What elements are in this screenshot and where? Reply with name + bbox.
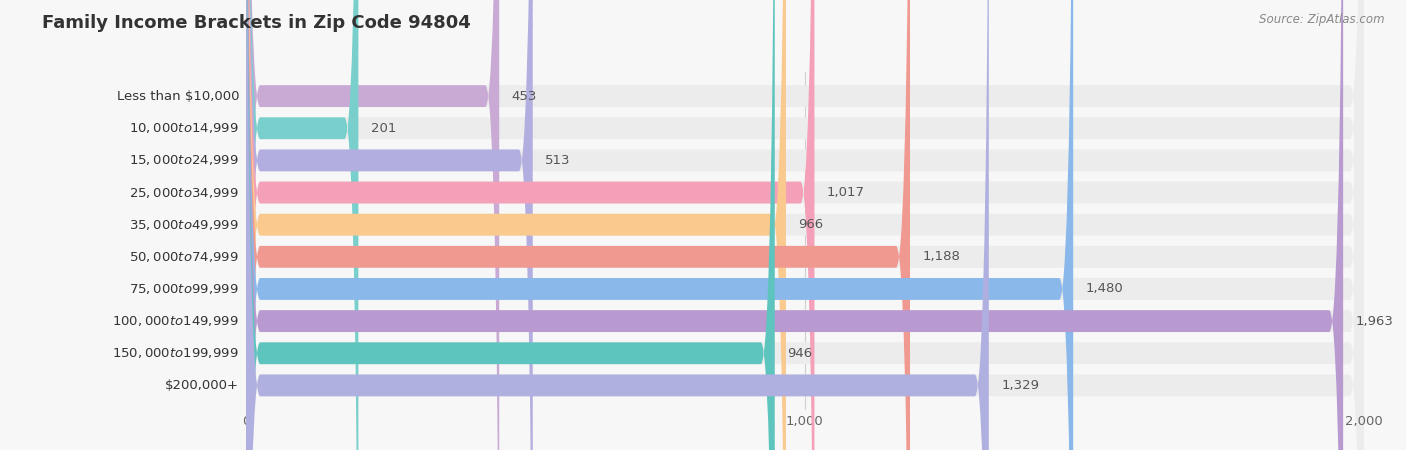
Text: 946: 946 xyxy=(787,347,813,360)
Text: 1,480: 1,480 xyxy=(1085,283,1123,296)
Text: 966: 966 xyxy=(799,218,824,231)
FancyBboxPatch shape xyxy=(246,0,814,450)
Text: 1,329: 1,329 xyxy=(1001,379,1039,392)
Text: 1,017: 1,017 xyxy=(827,186,865,199)
FancyBboxPatch shape xyxy=(246,0,910,450)
FancyBboxPatch shape xyxy=(246,0,533,450)
FancyBboxPatch shape xyxy=(246,0,1364,450)
Text: $150,000 to $199,999: $150,000 to $199,999 xyxy=(112,346,239,360)
Text: 513: 513 xyxy=(546,154,571,167)
Text: $75,000 to $99,999: $75,000 to $99,999 xyxy=(129,282,239,296)
FancyBboxPatch shape xyxy=(246,0,1364,450)
Text: $100,000 to $149,999: $100,000 to $149,999 xyxy=(112,314,239,328)
FancyBboxPatch shape xyxy=(246,0,1364,450)
FancyBboxPatch shape xyxy=(246,0,1364,450)
Text: 1,963: 1,963 xyxy=(1355,315,1393,328)
FancyBboxPatch shape xyxy=(246,0,786,450)
FancyBboxPatch shape xyxy=(246,0,1364,450)
FancyBboxPatch shape xyxy=(246,0,359,450)
Text: 1,188: 1,188 xyxy=(922,250,960,263)
Text: $15,000 to $24,999: $15,000 to $24,999 xyxy=(129,153,239,167)
FancyBboxPatch shape xyxy=(246,0,499,450)
Text: $200,000+: $200,000+ xyxy=(165,379,239,392)
Text: $50,000 to $74,999: $50,000 to $74,999 xyxy=(129,250,239,264)
FancyBboxPatch shape xyxy=(246,0,1073,450)
Text: Family Income Brackets in Zip Code 94804: Family Income Brackets in Zip Code 94804 xyxy=(42,14,471,32)
FancyBboxPatch shape xyxy=(246,0,1364,450)
FancyBboxPatch shape xyxy=(246,0,1364,450)
FancyBboxPatch shape xyxy=(246,0,988,450)
Text: Less than $10,000: Less than $10,000 xyxy=(117,90,239,103)
Text: 453: 453 xyxy=(512,90,537,103)
FancyBboxPatch shape xyxy=(246,0,1364,450)
FancyBboxPatch shape xyxy=(246,0,1364,450)
Text: $35,000 to $49,999: $35,000 to $49,999 xyxy=(129,218,239,232)
FancyBboxPatch shape xyxy=(246,0,1364,450)
FancyBboxPatch shape xyxy=(246,0,1343,450)
Text: 201: 201 xyxy=(371,122,396,135)
Text: Source: ZipAtlas.com: Source: ZipAtlas.com xyxy=(1260,14,1385,27)
Text: $10,000 to $14,999: $10,000 to $14,999 xyxy=(129,121,239,135)
Text: $25,000 to $34,999: $25,000 to $34,999 xyxy=(129,185,239,199)
FancyBboxPatch shape xyxy=(246,0,775,450)
